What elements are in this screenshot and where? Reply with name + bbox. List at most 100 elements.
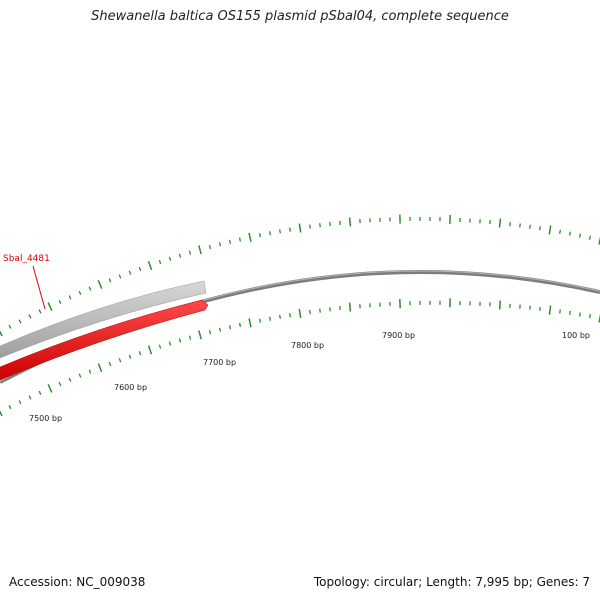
outer-tick	[278, 229, 282, 234]
outer-tick	[188, 250, 192, 255]
inner-tick-ring	[0, 298, 600, 417]
inner-tick	[598, 313, 600, 323]
inner-tick	[108, 361, 112, 367]
outer-tick	[598, 236, 600, 245]
outer-tick	[158, 260, 162, 265]
outer-tick	[248, 232, 252, 242]
outer-tick	[568, 231, 572, 236]
outer-tick	[289, 227, 291, 232]
outer-tick	[548, 225, 552, 235]
outer-tick	[178, 253, 182, 258]
outer-tick	[78, 290, 82, 296]
inner-tick	[319, 308, 321, 313]
inner-tick	[289, 313, 291, 318]
gene-label[interactable]: Sbal_4481	[3, 254, 50, 264]
outer-tick	[0, 330, 3, 337]
outer-tick	[147, 260, 153, 271]
gene-feature-forward[interactable]	[0, 280, 207, 359]
inner-tick	[38, 390, 42, 395]
outer-tick	[47, 302, 53, 312]
tick-label-7800: 7800 bp	[291, 341, 324, 350]
inner-tick	[569, 310, 571, 315]
inner-tick	[248, 318, 252, 328]
gene-feature-reverse[interactable]	[0, 299, 209, 381]
outer-tick	[128, 270, 132, 275]
outer-tick	[38, 309, 42, 314]
inner-tick	[559, 309, 561, 314]
inner-tick	[238, 322, 242, 328]
inner-tick	[18, 400, 22, 405]
inner-tick	[579, 312, 581, 317]
outer-tick	[348, 217, 352, 227]
inner-tick	[0, 410, 3, 417]
inner-tick	[208, 330, 212, 335]
tick-label-7900: 7900 bp	[382, 331, 415, 340]
outer-tick-ring	[0, 214, 600, 337]
inner-tick	[118, 358, 122, 363]
outer-tick	[519, 223, 521, 228]
outer-tick	[118, 274, 122, 279]
outer-tick	[238, 237, 242, 242]
inner-tick	[218, 327, 222, 332]
outer-tick	[8, 324, 12, 329]
inner-tick	[88, 369, 92, 374]
summary-text: Topology: circular; Length: 7,995 bp; Ge…	[313, 575, 590, 589]
outer-tick	[588, 235, 592, 240]
outer-tick	[319, 223, 321, 228]
accession-text: Accession: NC_009038	[9, 575, 146, 589]
tick-label-100: 100 bp	[562, 331, 590, 340]
outer-tick	[228, 239, 232, 244]
outer-tick	[268, 231, 272, 236]
outer-tick	[108, 278, 112, 283]
inner-tick	[8, 405, 12, 410]
outer-tick	[578, 233, 582, 238]
inner-tick	[228, 325, 232, 330]
inner-tick	[97, 363, 103, 373]
inner-tick	[158, 344, 162, 349]
outer-tick	[28, 314, 32, 319]
outer-tick	[68, 295, 72, 300]
inner-tick	[298, 308, 302, 319]
inner-tick	[58, 381, 62, 387]
inner-tick	[128, 354, 132, 359]
inner-tick	[168, 341, 172, 346]
inner-tick	[258, 318, 262, 323]
tick-label-7600: 7600 bp	[114, 383, 147, 392]
outer-tick	[168, 256, 172, 261]
outer-tick	[18, 319, 22, 324]
inner-tick	[47, 383, 53, 393]
inner-tick	[278, 314, 282, 319]
outer-tick	[208, 244, 212, 250]
inner-tick	[28, 395, 32, 400]
outer-tick	[97, 280, 103, 289]
tick-label-7700: 7700 bp	[203, 358, 236, 367]
gene-label-leader	[32, 265, 46, 310]
inner-tick	[68, 377, 72, 382]
inner-tick	[309, 309, 311, 315]
outer-tick	[498, 218, 502, 228]
outer-tick	[258, 233, 262, 238]
outer-tick	[88, 286, 92, 291]
inner-tick	[198, 330, 202, 340]
outer-tick	[529, 224, 531, 229]
outer-tick	[198, 245, 202, 255]
inner-tick	[78, 373, 82, 378]
inner-tick	[188, 335, 192, 340]
inner-tick	[147, 345, 153, 355]
tick-label-7500: 7500 bp	[29, 414, 62, 423]
map-title: Shewanella baltica OS155 plasmid pSbal04…	[91, 9, 509, 24]
inner-tick	[268, 316, 272, 321]
inner-tick	[348, 302, 352, 312]
inner-tick	[138, 351, 142, 356]
outer-tick	[309, 224, 311, 229]
outer-tick	[298, 223, 302, 233]
outer-tick	[58, 299, 62, 304]
inner-tick	[178, 338, 182, 343]
inner-tick	[589, 314, 591, 319]
outer-tick	[138, 266, 142, 272]
outer-tick	[218, 242, 222, 247]
outer-tick	[558, 229, 562, 234]
outer-tick	[539, 226, 541, 231]
inner-tick	[498, 300, 502, 310]
